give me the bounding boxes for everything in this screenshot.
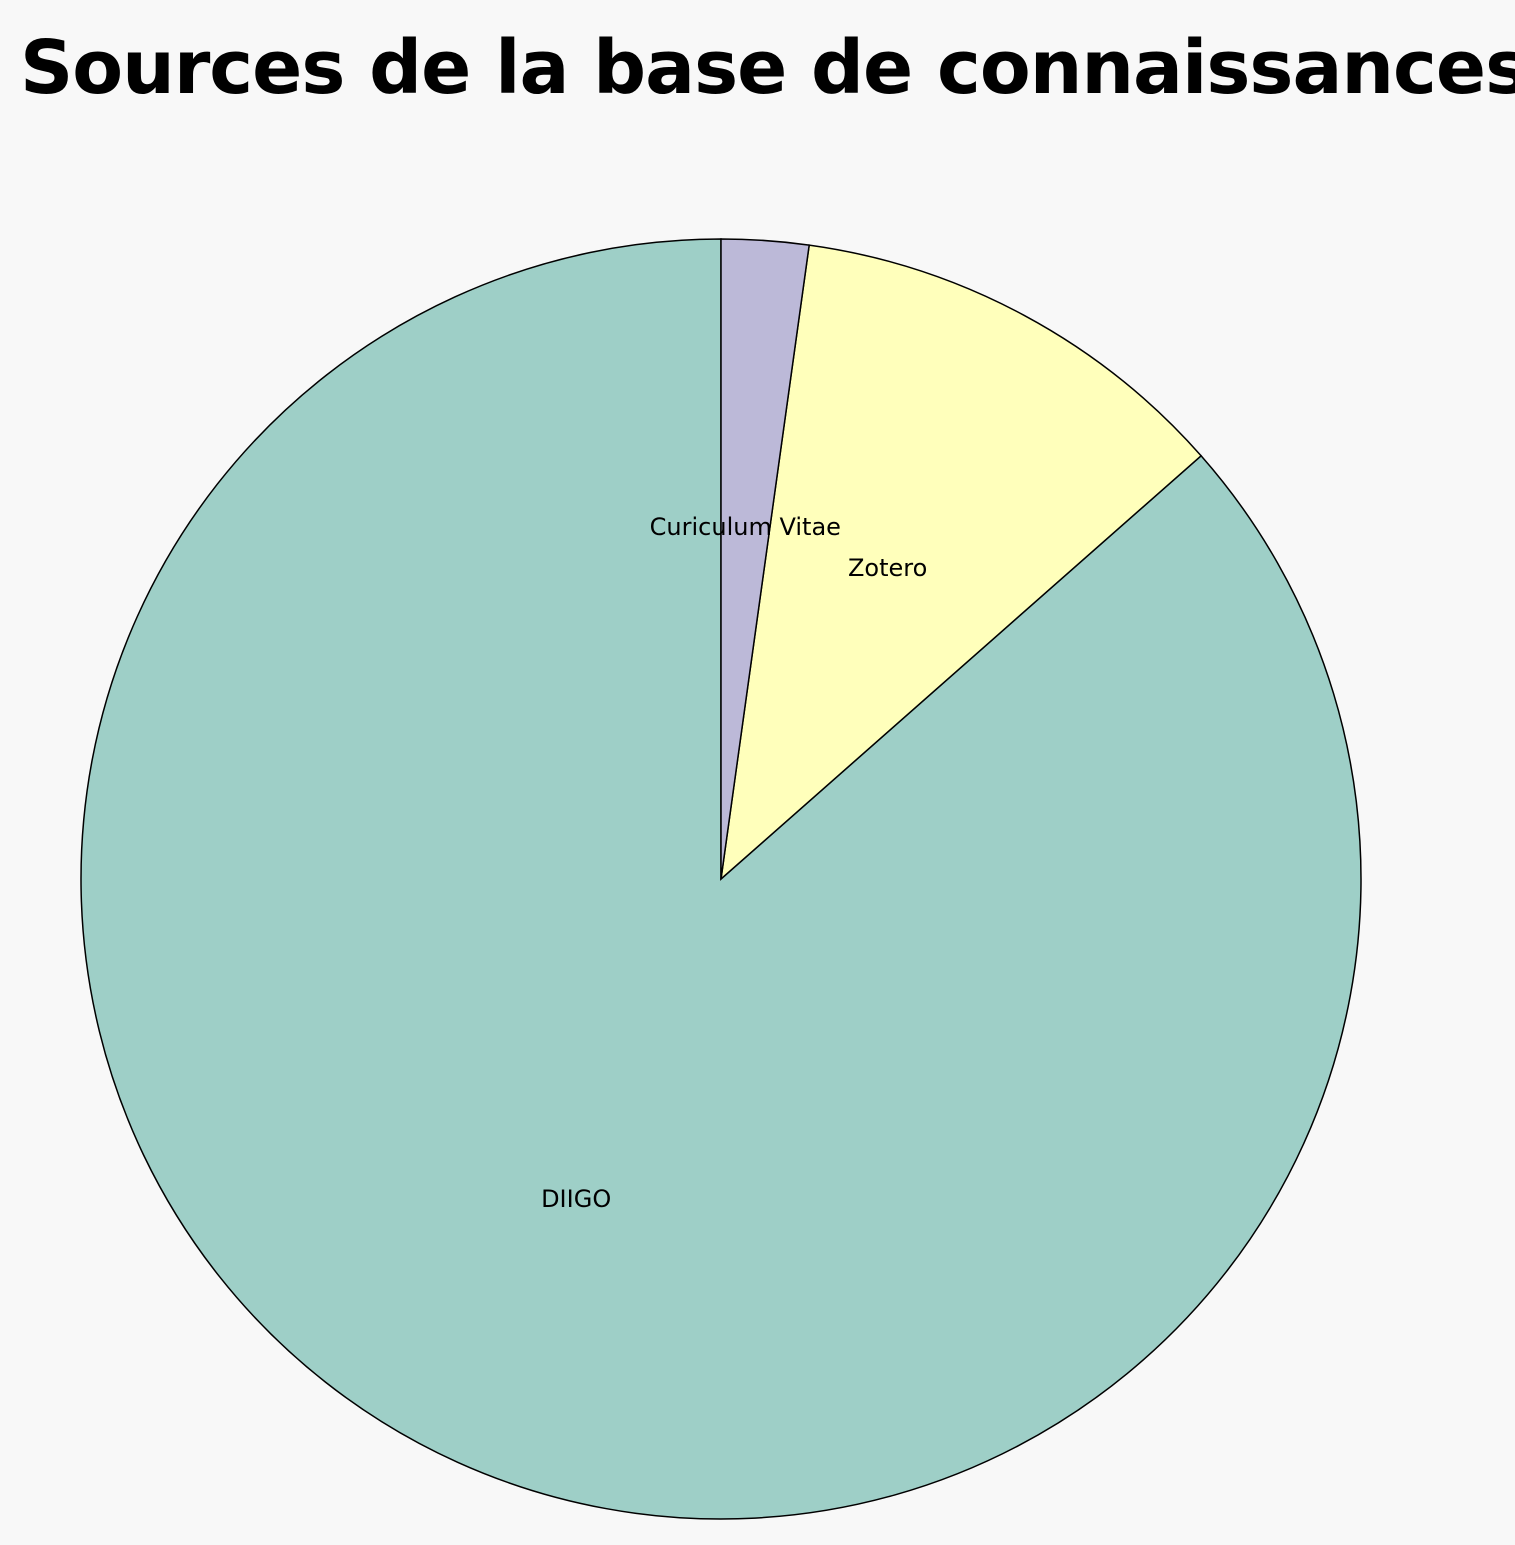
chart-title: Sources de la base de connaissances — [20, 25, 1515, 111]
pie-slice-curiculum-vitae — [720, 238, 811, 880]
slice-label-diigo: DIIGO — [541, 1185, 611, 1213]
pie-slice-zotero — [719, 244, 1203, 881]
pie-slices — [80, 238, 1362, 1520]
slice-label-curiculum-vitae: Curiculum Vitae — [650, 513, 841, 541]
pie-slice-diigo — [80, 238, 1362, 1520]
slice-label-zotero: Zotero — [848, 554, 927, 582]
